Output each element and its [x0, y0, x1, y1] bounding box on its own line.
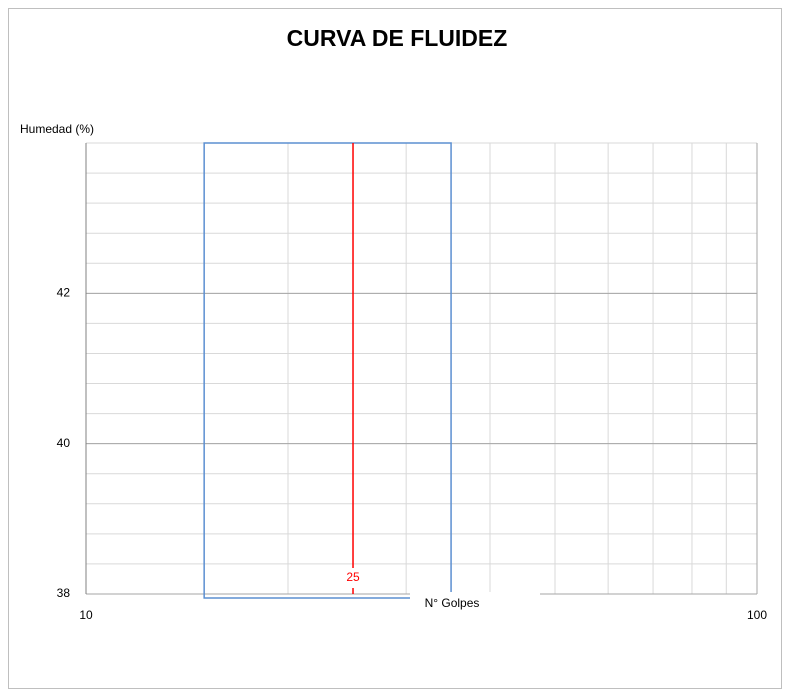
label-bg	[410, 592, 540, 610]
y-tick-label: 42	[57, 286, 71, 300]
x-axis-label: N° Golpes	[425, 596, 480, 610]
reference-label: 25	[346, 570, 360, 584]
label-bg	[341, 568, 366, 588]
x-tick-label: 100	[747, 608, 767, 622]
y-axis-label: Humedad (%)	[20, 122, 94, 136]
x-tick-label: 10	[79, 608, 93, 622]
y-tick-label: 40	[57, 436, 71, 450]
chart-title: CURVA DE FLUIDEZ	[287, 25, 508, 51]
y-tick-label: 38	[57, 586, 71, 600]
highlight-box	[203, 142, 452, 599]
chart-frame	[8, 8, 782, 689]
